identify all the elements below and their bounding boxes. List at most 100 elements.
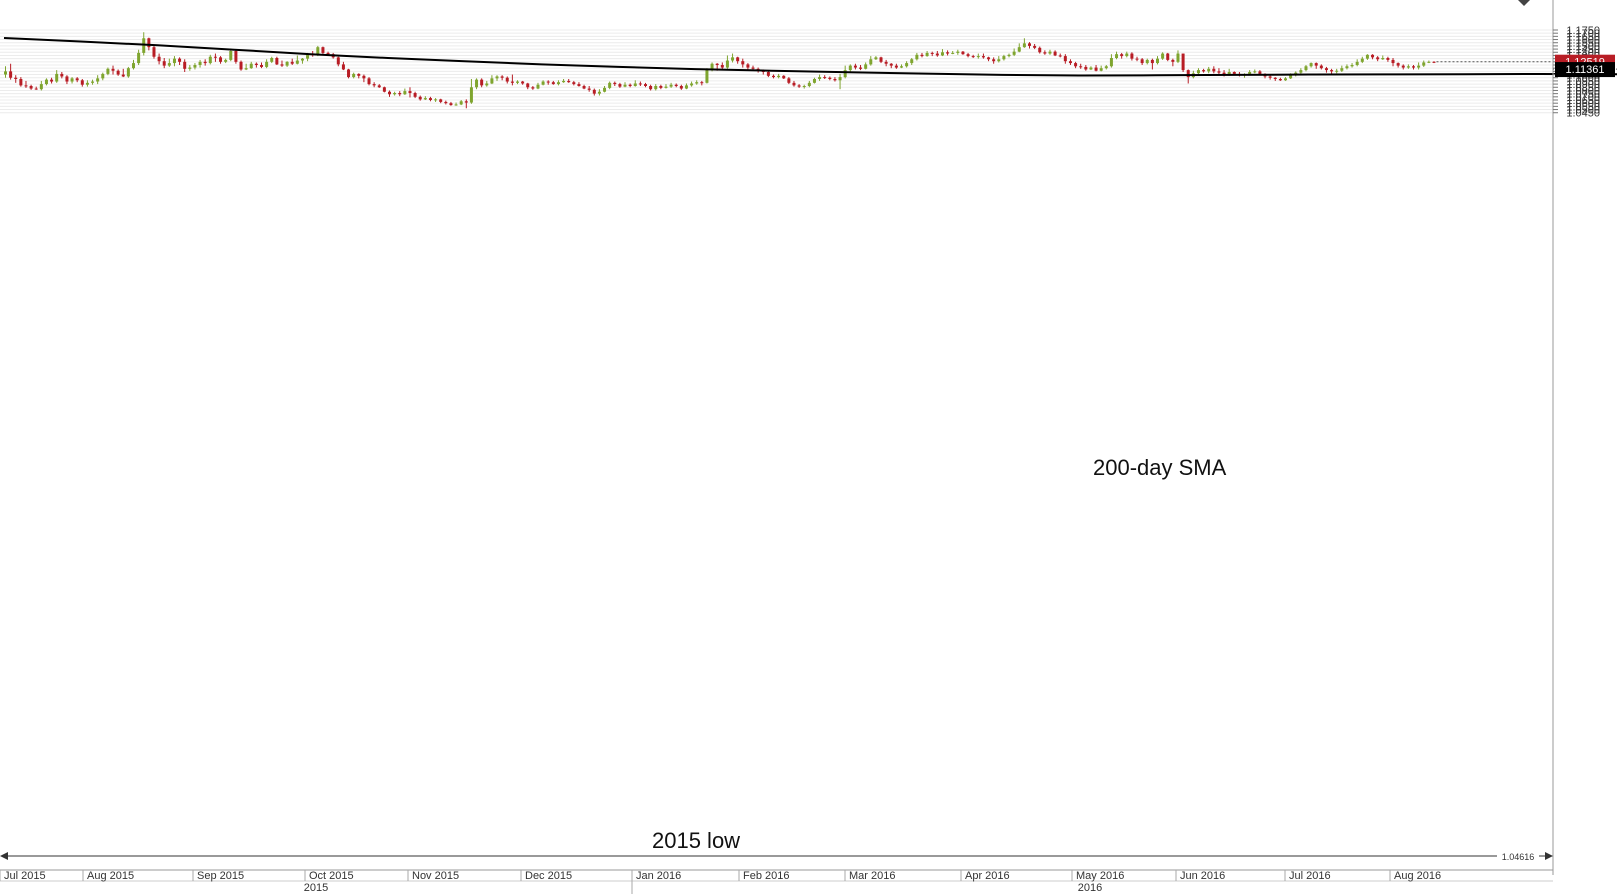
candle [966,52,970,58]
candle-body [306,54,310,59]
candle [434,98,438,102]
candle-body [260,65,263,67]
candle [388,90,391,97]
candle-body [1330,70,1334,72]
candle-body [239,61,243,70]
candle-body [946,52,950,54]
candle [265,59,269,69]
candle-body [193,65,197,68]
candle-body [1109,58,1113,67]
candle [1063,54,1067,64]
collapse-caret-icon[interactable] [1518,0,1530,6]
candle [869,56,873,66]
candle [567,79,571,83]
candle-body [1043,52,1047,54]
candle [546,80,550,85]
candle-body [894,65,898,68]
candle [219,56,223,64]
candle [1412,65,1415,70]
candle [270,56,274,64]
candle-body [1156,58,1159,64]
candle [1371,54,1375,60]
candle-body [628,84,632,87]
candle [516,80,519,85]
candle-body [362,75,366,79]
candle [951,51,955,55]
candle [475,78,479,90]
candle-body [521,81,525,84]
candle [782,75,786,80]
candle-body [705,70,709,83]
month-label: Sep 2015 [197,870,244,882]
candle-body [1432,61,1436,63]
candle [1273,77,1277,81]
candle [34,86,38,90]
candle [249,61,253,69]
candle [193,63,197,70]
candle-body [80,80,84,85]
candle-body [920,54,924,57]
candle [1130,52,1134,61]
candle-body [905,63,909,67]
candle-body [321,47,325,53]
candle [700,80,704,86]
candle [1140,58,1144,66]
candle [1002,54,1006,61]
candle-body [802,86,806,88]
candle [111,65,115,75]
candle [352,72,356,79]
candle [1186,69,1190,84]
candle [1340,65,1344,73]
candle-body [889,63,893,66]
candle-body [940,52,944,56]
candle-body [1401,65,1405,68]
candle [807,80,811,88]
candle [1058,53,1062,58]
candle-body [690,83,694,86]
candle [736,56,740,64]
candle [50,77,54,84]
candle-body [782,75,786,79]
candle [981,53,985,59]
candle [9,63,13,80]
candle-body [807,82,811,87]
candle [1094,65,1098,72]
candle [797,84,801,88]
y-tick-label: 1.1700 [1566,28,1600,40]
candle-body [1222,72,1226,75]
candle-body [659,86,663,88]
candle-body [900,66,903,68]
candle [116,69,120,76]
candle-body [1278,79,1282,81]
candle-body [1053,51,1057,56]
candle [1396,62,1400,68]
candle-body [147,38,151,48]
candle [198,59,202,68]
candle-body [516,81,519,83]
candle [1401,64,1405,70]
month-label: Jan 2016 [636,870,681,882]
candle [638,81,642,87]
y-tick-label: 1.0900 [1566,79,1600,91]
candle [1017,43,1021,53]
candle [1355,59,1359,67]
candle-body [992,59,996,62]
candle-body [234,51,238,62]
candle-body [1273,77,1277,80]
candle [531,86,535,90]
candle [121,68,125,78]
candle [1278,77,1282,81]
candle [1314,62,1318,69]
y-tick-label: 1.1450 [1566,44,1600,56]
candle-body [818,77,822,80]
candle-body [1084,66,1088,70]
candle-body [823,77,827,79]
candle-body [1058,55,1062,57]
candle [239,60,243,71]
candle-body [1324,68,1328,71]
candle-body [116,70,120,75]
candle-body [1309,63,1313,67]
sma-price-label: 1.11361 [1555,62,1615,78]
candle [674,83,678,88]
candle-body [910,59,914,64]
